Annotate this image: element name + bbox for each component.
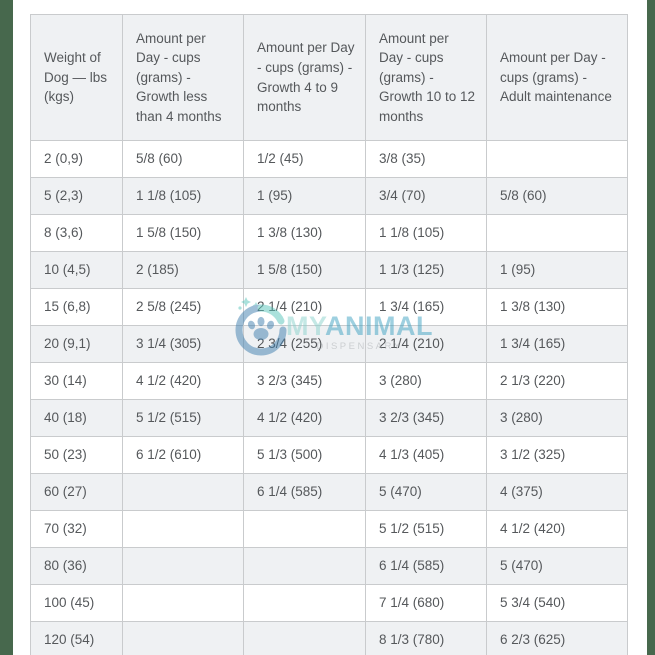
table-cell: 3 (280) (486, 399, 628, 437)
table-cell: 30 (14) (30, 362, 123, 400)
table-cell: 2 1/4 (210) (243, 288, 366, 326)
table-cell: 5 (470) (365, 473, 487, 511)
table-cell: 1 3/8 (130) (243, 214, 366, 252)
table-cell (122, 510, 244, 548)
table-row: 100 (45) 7 1/4 (680) 5 3/4 (540) (30, 584, 628, 622)
table-cell (486, 140, 628, 178)
table-cell: 100 (45) (30, 584, 123, 622)
table-cell: 2 1/4 (210) (365, 325, 487, 363)
table-cell: 3 2/3 (345) (365, 399, 487, 437)
table-cell: 1 5/8 (150) (122, 214, 244, 252)
table-row: 50 (23) 6 1/2 (610) 5 1/3 (500) 4 1/3 (405)… (30, 436, 628, 474)
right-edge-bar (647, 0, 655, 655)
column-header: Amount per Day - cups (grams) - Adult ma… (486, 14, 628, 141)
table-cell (122, 547, 244, 585)
table-cell: 1/2 (45) (243, 140, 366, 178)
table-cell: 20 (9,1) (30, 325, 123, 363)
table-body: 2 (0,9) 5/8 (60) 1/2 (45) 3/8 (35) 5 (2,3) 1 … (30, 140, 628, 655)
table-cell: 70 (32) (30, 510, 123, 548)
table-cell: 1 (95) (486, 251, 628, 289)
table-cell: 1 1/3 (125) (365, 251, 487, 289)
table-cell: 5 (470) (486, 547, 628, 585)
table-cell: 4 1/2 (420) (243, 399, 366, 437)
table-row: 10 (4,5) 2 (185) 1 5/8 (150) 1 1/3 (125) 1 (… (30, 251, 628, 289)
column-header: Weight of Dog — lbs (kgs) (30, 14, 123, 141)
table-cell: 1 3/4 (165) (486, 325, 628, 363)
table-row: 70 (32) 5 1/2 (515) 4 1/2 (420) (30, 510, 628, 548)
table-cell: 4 1/2 (420) (486, 510, 628, 548)
table-cell: 40 (18) (30, 399, 123, 437)
table-cell: 5 1/3 (500) (243, 436, 366, 474)
table-cell: 120 (54) (30, 621, 123, 655)
table-cell: 2 5/8 (245) (122, 288, 244, 326)
table-cell: 5 3/4 (540) (486, 584, 628, 622)
table-row: 5 (2,3) 1 1/8 (105) 1 (95) 3/4 (70) 5/8 (60) (30, 177, 628, 215)
header-row: Weight of Dog — lbs (kgs) Amount per Day … (30, 14, 628, 141)
table-cell (122, 584, 244, 622)
table-cell: 1 1/8 (105) (365, 214, 487, 252)
table-row: 2 (0,9) 5/8 (60) 1/2 (45) 3/8 (35) (30, 140, 628, 178)
table-cell (243, 621, 366, 655)
table-cell: 3 1/4 (305) (122, 325, 244, 363)
table-row: 40 (18) 5 1/2 (515) 4 1/2 (420) 3 2/3 (345)… (30, 399, 628, 437)
table-cell: 1 3/4 (165) (365, 288, 487, 326)
table-cell: 3 1/2 (325) (486, 436, 628, 474)
table-cell: 5 (2,3) (30, 177, 123, 215)
column-header: Amount per Day - cups (grams) - Growth l… (122, 14, 244, 141)
table-cell (243, 547, 366, 585)
table-cell: 2 (0,9) (30, 140, 123, 178)
table-cell: 4 1/2 (420) (122, 362, 244, 400)
table-cell: 1 5/8 (150) (243, 251, 366, 289)
table-cell: 2 1/3 (220) (486, 362, 628, 400)
table-cell: 3/8 (35) (365, 140, 487, 178)
table-row: 30 (14) 4 1/2 (420) 3 2/3 (345) 3 (280) 2 1/… (30, 362, 628, 400)
table-cell (486, 214, 628, 252)
table-cell: 4 1/3 (405) (365, 436, 487, 474)
table-cell: 50 (23) (30, 436, 123, 474)
left-edge-bar (0, 0, 13, 655)
table-cell: 1 (95) (243, 177, 366, 215)
column-header: Amount per Day - cups (grams) - Growth 4… (243, 14, 366, 141)
table-cell: 10 (4,5) (30, 251, 123, 289)
table-cell: 60 (27) (30, 473, 123, 511)
table-cell: 80 (36) (30, 547, 123, 585)
table-cell: 5/8 (60) (486, 177, 628, 215)
table-cell: 3 2/3 (345) (243, 362, 366, 400)
table-cell: 1 1/8 (105) (122, 177, 244, 215)
table-cell (122, 473, 244, 511)
table-cell: 5 1/2 (515) (122, 399, 244, 437)
table-cell: 15 (6,8) (30, 288, 123, 326)
table-row: 80 (36) 6 1/4 (585) 5 (470) (30, 547, 628, 585)
table-cell: 3/4 (70) (365, 177, 487, 215)
table-cell (243, 510, 366, 548)
table-cell: 6 2/3 (625) (486, 621, 628, 655)
table-cell: 6 1/4 (585) (365, 547, 487, 585)
table-cell: 8 (3,6) (30, 214, 123, 252)
table-cell: 2 3/4 (255) (243, 325, 366, 363)
table-cell: 3 (280) (365, 362, 487, 400)
table-header: Weight of Dog — lbs (kgs) Amount per Day … (30, 14, 628, 141)
table-cell (122, 621, 244, 655)
table-row: 15 (6,8) 2 5/8 (245) 2 1/4 (210) 1 3/4 (165… (30, 288, 628, 326)
table-cell: 1 3/8 (130) (486, 288, 628, 326)
dog-feeding-table: Weight of Dog — lbs (kgs) Amount per Day … (30, 14, 628, 655)
table-cell: 5/8 (60) (122, 140, 244, 178)
table-cell: 6 1/2 (610) (122, 436, 244, 474)
table-cell: 2 (185) (122, 251, 244, 289)
table-cell: 7 1/4 (680) (365, 584, 487, 622)
table-row: 60 (27) 6 1/4 (585) 5 (470) 4 (375) (30, 473, 628, 511)
column-header: Amount per Day - cups (grams) - Growth 1… (365, 14, 487, 141)
table-cell: 5 1/2 (515) (365, 510, 487, 548)
table-row: 8 (3,6) 1 5/8 (150) 1 3/8 (130) 1 1/8 (105) (30, 214, 628, 252)
table-cell: 6 1/4 (585) (243, 473, 366, 511)
table-cell (243, 584, 366, 622)
table-row: 20 (9,1) 3 1/4 (305) 2 3/4 (255) 2 1/4 (210… (30, 325, 628, 363)
table-row: 120 (54) 8 1/3 (780) 6 2/3 (625) (30, 621, 628, 655)
table-cell: 4 (375) (486, 473, 628, 511)
table-cell: 8 1/3 (780) (365, 621, 487, 655)
